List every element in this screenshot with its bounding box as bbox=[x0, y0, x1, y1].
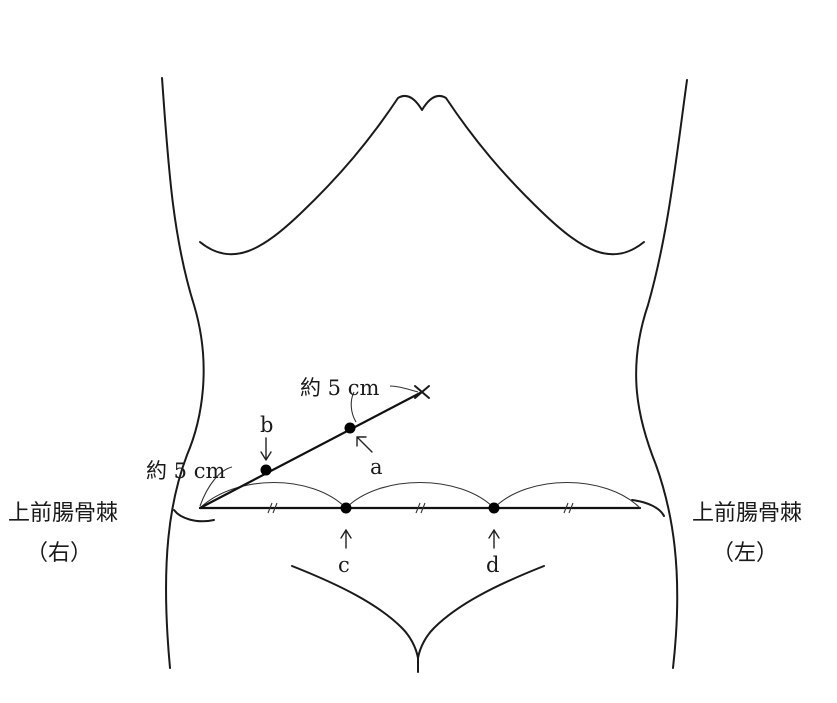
label-b: b bbox=[260, 413, 273, 437]
measure-leader-upper bbox=[389, 385, 419, 393]
measure-label-upper: 約 5 cm bbox=[300, 376, 379, 400]
spinoumbilical-line bbox=[198, 390, 424, 510]
label-a: a bbox=[370, 455, 383, 479]
costal-margin bbox=[199, 94, 645, 256]
arrow-to-a bbox=[356, 436, 373, 453]
left-asis-curl bbox=[631, 499, 665, 517]
umbilicus-cross-mark bbox=[414, 385, 430, 399]
arrow-to-d bbox=[488, 529, 500, 549]
right-asis-curl bbox=[173, 509, 215, 523]
point-a bbox=[344, 422, 356, 434]
pubic-line bbox=[291, 565, 545, 659]
torso-right-contour bbox=[635, 79, 688, 669]
label-c: c bbox=[338, 553, 350, 577]
division-arc-2 bbox=[345, 481, 495, 509]
arrow-to-c bbox=[340, 529, 352, 549]
point-d bbox=[488, 502, 500, 514]
torso-left-contour bbox=[161, 77, 205, 669]
point-c bbox=[340, 502, 352, 514]
measure-tail-upper bbox=[350, 391, 357, 423]
division-arc-1 bbox=[199, 481, 347, 509]
measure-leader-lower bbox=[199, 466, 233, 507]
right-side-label: （右） bbox=[26, 541, 92, 566]
left-side-label: （左） bbox=[712, 541, 778, 566]
right-asis-label: 上前腸骨棘 bbox=[8, 501, 118, 526]
arrow-to-b bbox=[260, 437, 272, 461]
label-d: d bbox=[486, 553, 499, 577]
measure-label-lower: 約 5 cm bbox=[146, 459, 225, 483]
equal-marks bbox=[267, 502, 574, 514]
point-b bbox=[260, 464, 272, 476]
division-arc-3 bbox=[493, 481, 641, 509]
left-asis-label: 上前腸骨棘 bbox=[692, 501, 802, 526]
